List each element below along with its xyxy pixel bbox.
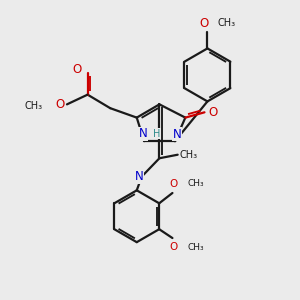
Text: O: O: [170, 242, 178, 253]
Text: O: O: [199, 17, 208, 30]
Text: CH₃: CH₃: [188, 243, 204, 252]
Text: N: N: [135, 170, 144, 183]
Text: O: O: [55, 98, 64, 111]
Text: O: O: [209, 106, 218, 119]
Text: CH₃: CH₃: [188, 179, 204, 188]
Text: CH₃: CH₃: [179, 150, 197, 160]
Text: O: O: [170, 178, 178, 189]
Text: N: N: [139, 127, 148, 140]
Text: H: H: [153, 129, 160, 139]
Text: N: N: [172, 128, 181, 141]
Text: CH₃: CH₃: [218, 18, 236, 28]
Text: CH₃: CH₃: [25, 101, 43, 111]
Text: O: O: [73, 63, 82, 76]
